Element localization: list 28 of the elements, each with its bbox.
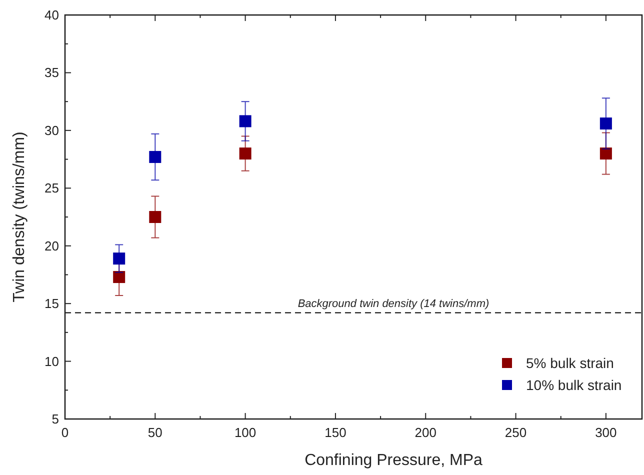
x-tick-label: 0 bbox=[61, 425, 69, 440]
y-tick-label: 35 bbox=[44, 65, 59, 80]
x-tick-label: 150 bbox=[324, 425, 346, 440]
y-tick-label: 10 bbox=[44, 354, 59, 369]
point bbox=[239, 115, 252, 128]
x-tick-label: 50 bbox=[148, 425, 162, 440]
legend-label: 10% bulk strain bbox=[526, 377, 622, 393]
y-tick-label: 30 bbox=[44, 122, 59, 138]
y-tick-label: 15 bbox=[44, 296, 59, 312]
y-tick-label: 40 bbox=[44, 8, 59, 22]
point bbox=[149, 150, 162, 163]
y-tick-label: 25 bbox=[44, 180, 59, 196]
point bbox=[239, 148, 252, 160]
point bbox=[600, 118, 612, 130]
point bbox=[600, 148, 612, 160]
point bbox=[149, 211, 162, 223]
ref-line-label: Background twin density (14 twins/mm) bbox=[298, 298, 490, 310]
y-tick-label: 20 bbox=[44, 238, 59, 254]
x-tick-label: 200 bbox=[414, 425, 436, 440]
x-tick-label: 300 bbox=[595, 425, 617, 440]
y-axis-title: Twin density (twins/mm) bbox=[11, 132, 28, 302]
point bbox=[113, 252, 126, 265]
point bbox=[113, 271, 126, 284]
y-tick-label: 5 bbox=[52, 412, 59, 426]
x-axis-title: Confining Pressure, MPa bbox=[304, 452, 483, 469]
x-tick-label: 100 bbox=[234, 425, 256, 440]
legend-label: 5% bulk strain bbox=[526, 355, 614, 371]
x-tick-label: 250 bbox=[504, 425, 527, 440]
